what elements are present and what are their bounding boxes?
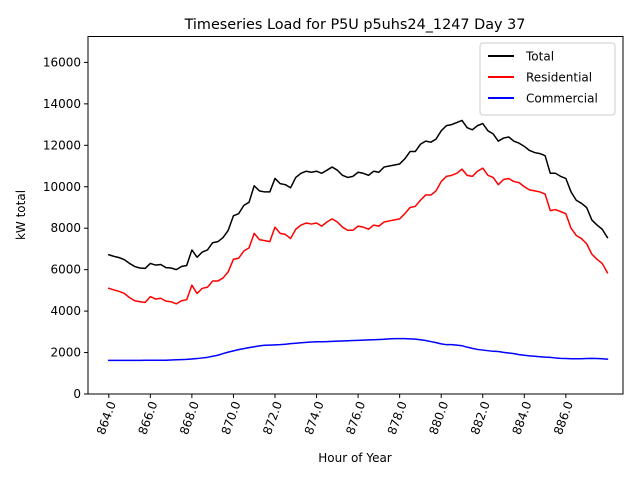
y-tick-label: 10000: [43, 180, 81, 194]
series-line-residential: [107, 167, 609, 305]
series-group: [107, 119, 609, 362]
plot-frame: [87, 36, 624, 395]
legend-label-commercial: Commercial: [526, 92, 598, 106]
y-tick-label: 14000: [43, 97, 81, 111]
y-tick-label: 0: [73, 387, 81, 401]
legend: Total Residential Commercial: [479, 42, 616, 116]
y-tick-label: 8000: [50, 221, 81, 235]
legend-label-residential: Residential: [526, 71, 592, 85]
y-axis: 0 2000 4000 6000 8000 10000 12000 14000 16000: [43, 55, 88, 401]
y-axis-label: kW total: [14, 190, 28, 240]
y-tick-label: 4000: [50, 304, 81, 318]
y-tick-label: 6000: [50, 263, 81, 277]
chart-title: Timeseries Load for P5U p5uhs24_1247 Day…: [184, 17, 526, 33]
y-tick-label: 16000: [43, 55, 81, 69]
y-tick-label: 12000: [43, 138, 81, 152]
series-line-commercial: [108, 337, 609, 362]
x-axis-label: Hour of Year: [318, 451, 392, 465]
legend-label-total: Total: [525, 50, 554, 64]
series-line-total: [107, 119, 609, 271]
y-tick-label: 2000: [50, 346, 81, 360]
